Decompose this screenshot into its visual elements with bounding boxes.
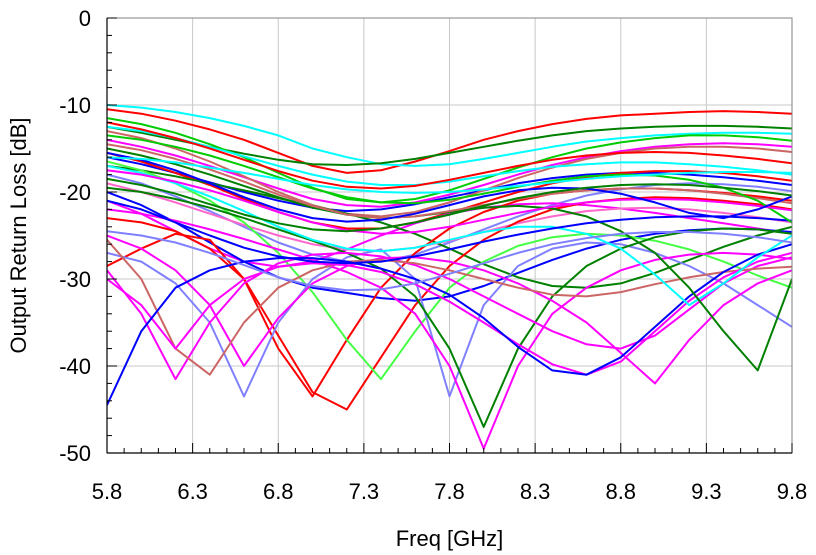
x-axis-title: Freq [GHz] (396, 526, 504, 551)
series-line-33 (107, 169, 792, 235)
series-line-31 (107, 121, 792, 190)
series-line-19 (107, 186, 792, 428)
series-line-21 (107, 251, 792, 381)
series-line-16 (107, 196, 792, 411)
series-line-29 (107, 143, 792, 220)
y-tick-label: -40 (59, 354, 91, 379)
y-tick-label: -20 (59, 180, 91, 205)
series-line-34 (107, 151, 792, 223)
series-line-7 (107, 117, 792, 204)
x-tick-label: 8.3 (520, 479, 551, 504)
x-tick-label: 6.3 (177, 479, 208, 504)
series-line-18 (107, 241, 792, 398)
y-tick-label: -10 (59, 93, 91, 118)
series-line-30 (107, 134, 792, 224)
series-line-23 (107, 239, 792, 376)
series-line-36 (107, 177, 792, 233)
x-tick-label: 6.8 (263, 479, 294, 504)
series-line-28 (107, 199, 792, 265)
series-line-26 (107, 164, 792, 307)
y-axis-title: Output Return Loss [dB] (6, 117, 31, 353)
series-line-6 (107, 130, 792, 218)
axis-ticks (106, 17, 793, 454)
series-line-1 (107, 108, 792, 174)
x-tick-label: 5.8 (92, 479, 123, 504)
series-line-35 (107, 156, 792, 194)
series-line-2 (107, 104, 792, 167)
x-tick-label: 7.8 (434, 479, 465, 504)
y-tick-labels: 0 -10 -20 -30 -40 -50 (59, 6, 91, 466)
x-tick-label: 8.8 (605, 479, 636, 504)
series-line-22 (107, 234, 792, 385)
y-tick-label: -50 (59, 441, 91, 466)
series-line-20 (107, 208, 792, 450)
series-line-32 (107, 230, 792, 292)
series-line-24 (107, 251, 792, 376)
series-line-14 (107, 125, 792, 186)
y-tick-label: -30 (59, 267, 91, 292)
series-line-25 (107, 243, 792, 406)
series-group (107, 104, 792, 450)
x-tick-label: 9.8 (777, 479, 808, 504)
y-tick-label: 0 (79, 6, 91, 31)
x-tick-label: 9.3 (691, 479, 722, 504)
x-tick-labels: 5.8 6.3 6.8 7.3 7.8 8.3 8.8 9.3 9.8 (92, 479, 808, 504)
x-tick-label: 7.3 (349, 479, 380, 504)
